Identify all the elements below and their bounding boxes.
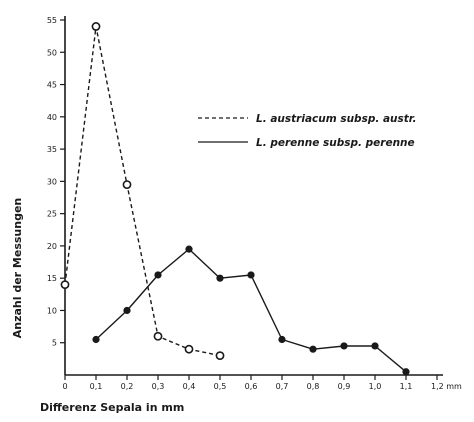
y-tick-label: 40	[47, 113, 57, 122]
x-tick-label: 0,1	[90, 382, 103, 391]
ticks: 5 10 15 20 25 30 35 40 45 50 55 0 0,1 0,2 0,3 0,4 0,5 0,6…	[47, 16, 462, 391]
data-point-series-2	[402, 368, 410, 376]
y-tick-label: 25	[47, 210, 57, 219]
y-tick-label: 55	[47, 16, 57, 25]
data-point-series-2	[216, 274, 224, 282]
data-point-series-1	[60, 280, 70, 290]
x-tick-label: 0	[62, 382, 67, 391]
data-point-series-2	[340, 342, 348, 350]
x-tick-label: 0,3	[152, 382, 165, 391]
x-tick-label: 0,4	[183, 382, 196, 391]
series-lines	[64, 25, 407, 373]
x-tick-label: 0,5	[214, 382, 227, 391]
data-point-series-2	[154, 271, 162, 279]
x-tick-label: 0,7	[276, 382, 289, 391]
data-point-series-2	[309, 345, 317, 353]
y-axis-title: Anzahl der Messungen	[11, 198, 24, 339]
data-point-series-2	[185, 245, 193, 253]
data-point-series-2	[371, 342, 379, 350]
axes	[64, 16, 443, 376]
y-tick-label: 30	[47, 177, 57, 186]
data-point-series-2	[247, 271, 255, 279]
x-tick-label: 0,9	[338, 382, 351, 391]
legend-label-1: L. austriacum subsp. austr.	[256, 113, 416, 125]
data-point-series-2	[123, 306, 131, 315]
y-tick-label: 35	[47, 145, 57, 154]
y-tick-label: 5	[52, 339, 57, 348]
x-axis-title: Differenz Sepala in mm	[40, 401, 184, 414]
legend: L. austriacum subsp. austr. L. perenne su…	[198, 113, 416, 149]
x-tick-label: 1,2 mm	[431, 382, 462, 391]
y-tick-label: 10	[47, 306, 57, 315]
data-point-series-1	[184, 344, 194, 354]
y-tick-label: 20	[47, 242, 57, 251]
x-tick-label: 0,6	[245, 382, 258, 391]
series-line-1	[64, 25, 221, 357]
x-tick-label: 1,1	[400, 382, 413, 391]
data-point-series-2	[92, 335, 100, 344]
data-point-series-1	[215, 351, 225, 361]
y-tick-label: 45	[47, 81, 57, 90]
data-markers	[60, 22, 410, 376]
x-tick-label: 1,0	[369, 382, 382, 391]
data-point-series-1	[122, 180, 132, 189]
y-tick-label: 50	[47, 48, 57, 57]
y-tick-label: 15	[47, 274, 57, 283]
x-tick-label: 0,2	[121, 382, 134, 391]
legend-label-2: L. perenne subsp. perenne	[256, 137, 415, 149]
x-tick-label: 0,8	[307, 382, 320, 391]
data-point-series-2	[278, 335, 286, 344]
data-point-series-1	[153, 331, 163, 341]
series-line-2	[95, 248, 407, 373]
data-point-series-1	[91, 22, 101, 31]
